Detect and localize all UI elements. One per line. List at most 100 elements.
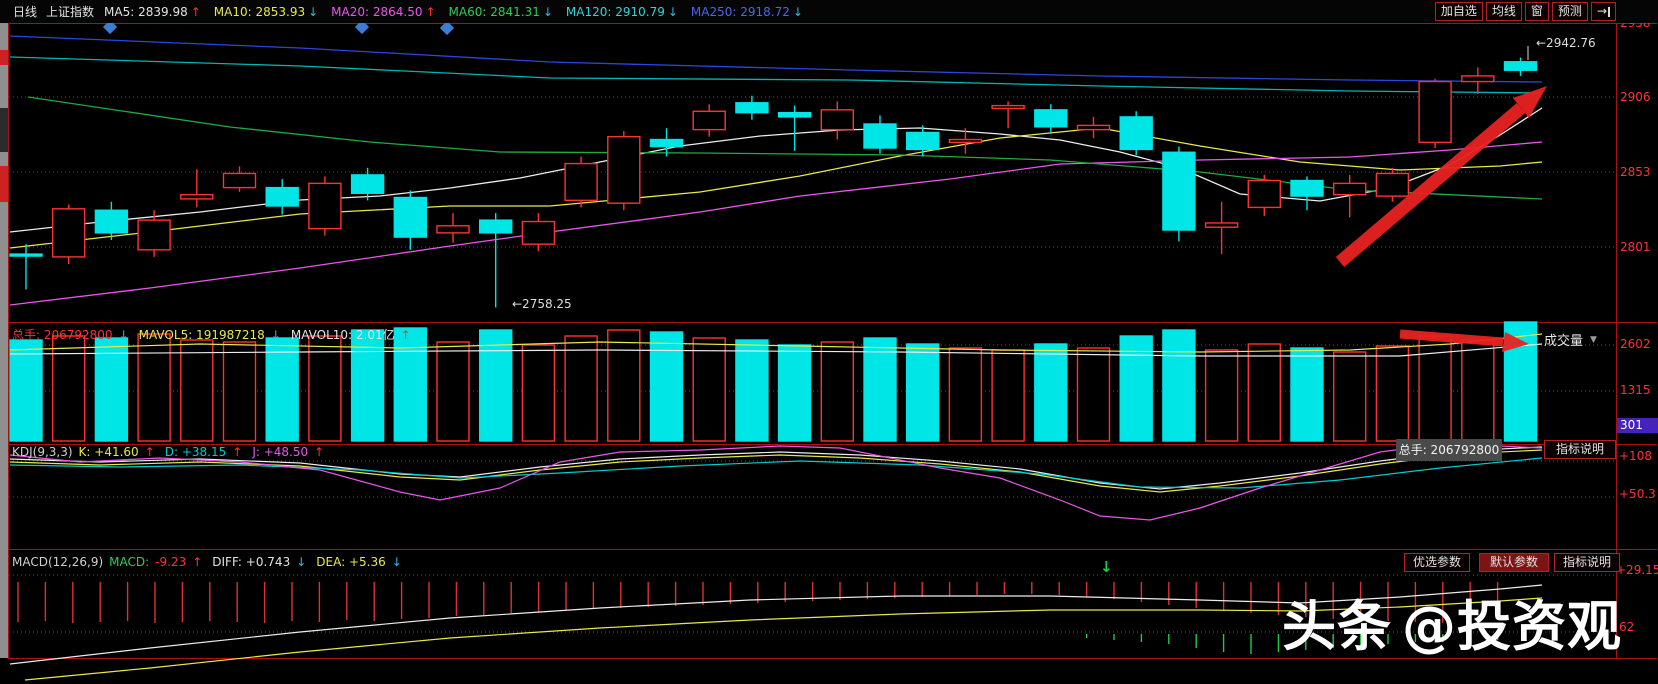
ma-label-3: MA60: 2841.31 (448, 4, 540, 19)
volume-bar (52, 335, 86, 442)
kdj-lines (9, 443, 1543, 521)
volume-bar (820, 341, 854, 442)
volume-stat-5: ↑ (400, 327, 411, 342)
volume-bar (777, 344, 812, 442)
macd-line-1 (24, 597, 1543, 681)
volume-bar (1290, 347, 1324, 442)
period-label[interactable]: 日线 (13, 5, 38, 19)
symbol-label[interactable]: 上证指数 (46, 5, 95, 19)
macd-pane: ↓ (9, 558, 1543, 681)
trend-up-arrow (1335, 86, 1547, 267)
toolbar-button-3[interactable]: 预测 (1551, 2, 1588, 21)
kdj-help-button[interactable]: 指标说明 (1544, 440, 1616, 459)
candle-body (649, 138, 684, 148)
candle-body (479, 219, 513, 234)
diamond-marker-icon (354, 19, 370, 35)
volume-bar (1034, 343, 1068, 442)
watermark-handle: @投资观 (1402, 595, 1622, 658)
axis-label-+108: +108 (1619, 449, 1652, 463)
indicator-dropdown[interactable]: 成交量 ▼ (1544, 330, 1597, 349)
volume-bar (991, 349, 1025, 442)
candle-body (1162, 151, 1196, 231)
volume-bar (607, 329, 641, 442)
dropdown-label: 成交量 (1544, 334, 1584, 349)
candle-body (436, 225, 470, 234)
candle-body (820, 109, 854, 131)
volume-bar (9, 339, 43, 442)
axis-label-62: 62 (1619, 620, 1635, 634)
volume-bar (1162, 329, 1196, 442)
kdj-stat-2: ↑ (144, 445, 155, 459)
toolbar-button-2[interactable]: 窗 (1524, 2, 1549, 21)
left-strip-marker2 (0, 166, 8, 202)
ma-arrow-icon: ↑ (190, 4, 201, 19)
volume-bar (1461, 339, 1495, 442)
toolbar-button-1[interactable]: 均线 (1485, 2, 1522, 21)
volume-bar (479, 329, 513, 442)
axis-label-2801: 2801 (1620, 240, 1651, 254)
volume-bar (521, 344, 556, 442)
collapse-panel-icon[interactable]: → (1590, 2, 1616, 21)
axis-label-2602: 2602 (1620, 337, 1651, 351)
candlesticks (9, 57, 1538, 308)
ma20-line (9, 141, 1543, 306)
volume-stat-2: MAVOL5: 191987218 (138, 327, 265, 342)
volume-bar (137, 333, 171, 442)
volume-bar (436, 341, 470, 442)
macd-button-1[interactable]: 默认参数 (1479, 553, 1549, 572)
ma250-line (9, 35, 1543, 83)
volume-bar (692, 337, 726, 442)
diamond-marker-icon (439, 20, 455, 36)
volume-bar (180, 339, 214, 442)
ma-label-5: MA250: 2918.72 (690, 4, 790, 19)
candle-body (564, 162, 598, 202)
macd-stat-4: DIFF: +0.743 (212, 555, 291, 569)
volume-bar (265, 337, 299, 442)
candle-body (1247, 179, 1282, 209)
volume-stat-4: MAVOL10: 2.01亿 (290, 328, 395, 342)
ma-values-row: MA5: 2839.98 ↑ MA10: 2853.93 ↓ MA20: 2864.50… (104, 5, 816, 19)
candle-body (94, 209, 129, 234)
macd-stat-0: MACD(12,26,9) (12, 555, 104, 569)
kdj-line-2 (9, 457, 1543, 489)
ma-arrow-icon: ↓ (308, 4, 319, 19)
candle-body (350, 174, 385, 194)
chevron-down-icon: ▼ (1590, 334, 1597, 345)
header-bar: 日线 上证指数 MA5: 2839.98 ↑ MA10: 2853.93 ↓ MA20:… (0, 0, 1658, 23)
ma-arrow-icon: ↓ (667, 4, 678, 19)
volume-bar (906, 343, 940, 442)
candle-body (777, 111, 812, 118)
left-edge-strip[interactable] (0, 0, 8, 658)
toolbar-button-0[interactable]: 加自选 (1434, 2, 1483, 21)
volume-bar (222, 341, 257, 442)
left-strip-slot (0, 108, 8, 152)
volume-bar (350, 329, 385, 442)
macd-down-marker-icon: ↓ (1100, 558, 1113, 576)
macd-button-0[interactable]: 优选参数 (1404, 553, 1470, 572)
watermark-brand: 头条 (1282, 595, 1392, 658)
candle-body (1503, 61, 1538, 71)
candle-body (137, 219, 171, 251)
kdj-stat-5: J: +48.50 (252, 445, 309, 459)
axis-label-+29.15: +29.15 (1616, 563, 1658, 577)
volume-bar (649, 331, 684, 442)
volume-bar (863, 337, 897, 442)
candle-body (607, 136, 641, 204)
volume-bar (308, 335, 342, 442)
axis-label-1315: 1315 (1620, 383, 1651, 397)
candle-body (863, 123, 897, 149)
candle-body (1290, 179, 1324, 197)
ma-label-4: MA120: 2910.79 (565, 4, 665, 19)
volume-bar (94, 337, 129, 442)
volume-header-row: 总手: 206792800 ↓ MAVOL5: 191987218 ↓ MAVOL10:… (12, 326, 421, 343)
kdj-stat-6: ↑ (314, 445, 325, 459)
candle-body (52, 208, 86, 258)
volume-bar (1076, 347, 1111, 442)
candle-body (1034, 109, 1068, 128)
macd-stat-5: ↓ (296, 555, 307, 569)
kdj-header-row: KDJ(9,3,3) K: +41.60 ↑ D: +38.15 ↑ J: +48.50 ↑ (12, 445, 334, 459)
high-annotation: ←2942.76 (1536, 36, 1596, 50)
volume-bar (1375, 345, 1410, 442)
macd-button-2[interactable]: 指标说明 (1554, 553, 1620, 572)
